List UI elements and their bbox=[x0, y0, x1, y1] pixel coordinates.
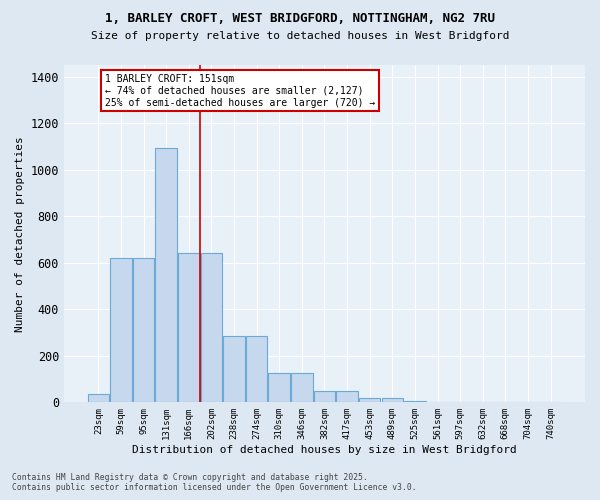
Bar bbox=[178, 254, 200, 402]
Bar bbox=[155, 148, 177, 402]
Bar bbox=[291, 374, 313, 402]
Bar bbox=[337, 390, 358, 402]
Bar bbox=[246, 336, 268, 402]
Text: Size of property relative to detached houses in West Bridgford: Size of property relative to detached ho… bbox=[91, 31, 509, 41]
Bar bbox=[133, 258, 154, 402]
Bar bbox=[110, 258, 131, 402]
Bar bbox=[382, 398, 403, 402]
Bar bbox=[268, 374, 290, 402]
Bar bbox=[200, 254, 222, 402]
Text: 1 BARLEY CROFT: 151sqm
← 74% of detached houses are smaller (2,127)
25% of semi-: 1 BARLEY CROFT: 151sqm ← 74% of detached… bbox=[104, 74, 375, 108]
Bar bbox=[88, 394, 109, 402]
Bar bbox=[314, 390, 335, 402]
Text: Contains HM Land Registry data © Crown copyright and database right 2025.
Contai: Contains HM Land Registry data © Crown c… bbox=[12, 473, 416, 492]
Text: 1, BARLEY CROFT, WEST BRIDGFORD, NOTTINGHAM, NG2 7RU: 1, BARLEY CROFT, WEST BRIDGFORD, NOTTING… bbox=[105, 12, 495, 26]
Y-axis label: Number of detached properties: Number of detached properties bbox=[15, 136, 25, 332]
Bar bbox=[404, 401, 425, 402]
Bar bbox=[223, 336, 245, 402]
X-axis label: Distribution of detached houses by size in West Bridgford: Distribution of detached houses by size … bbox=[132, 445, 517, 455]
Bar bbox=[359, 398, 380, 402]
